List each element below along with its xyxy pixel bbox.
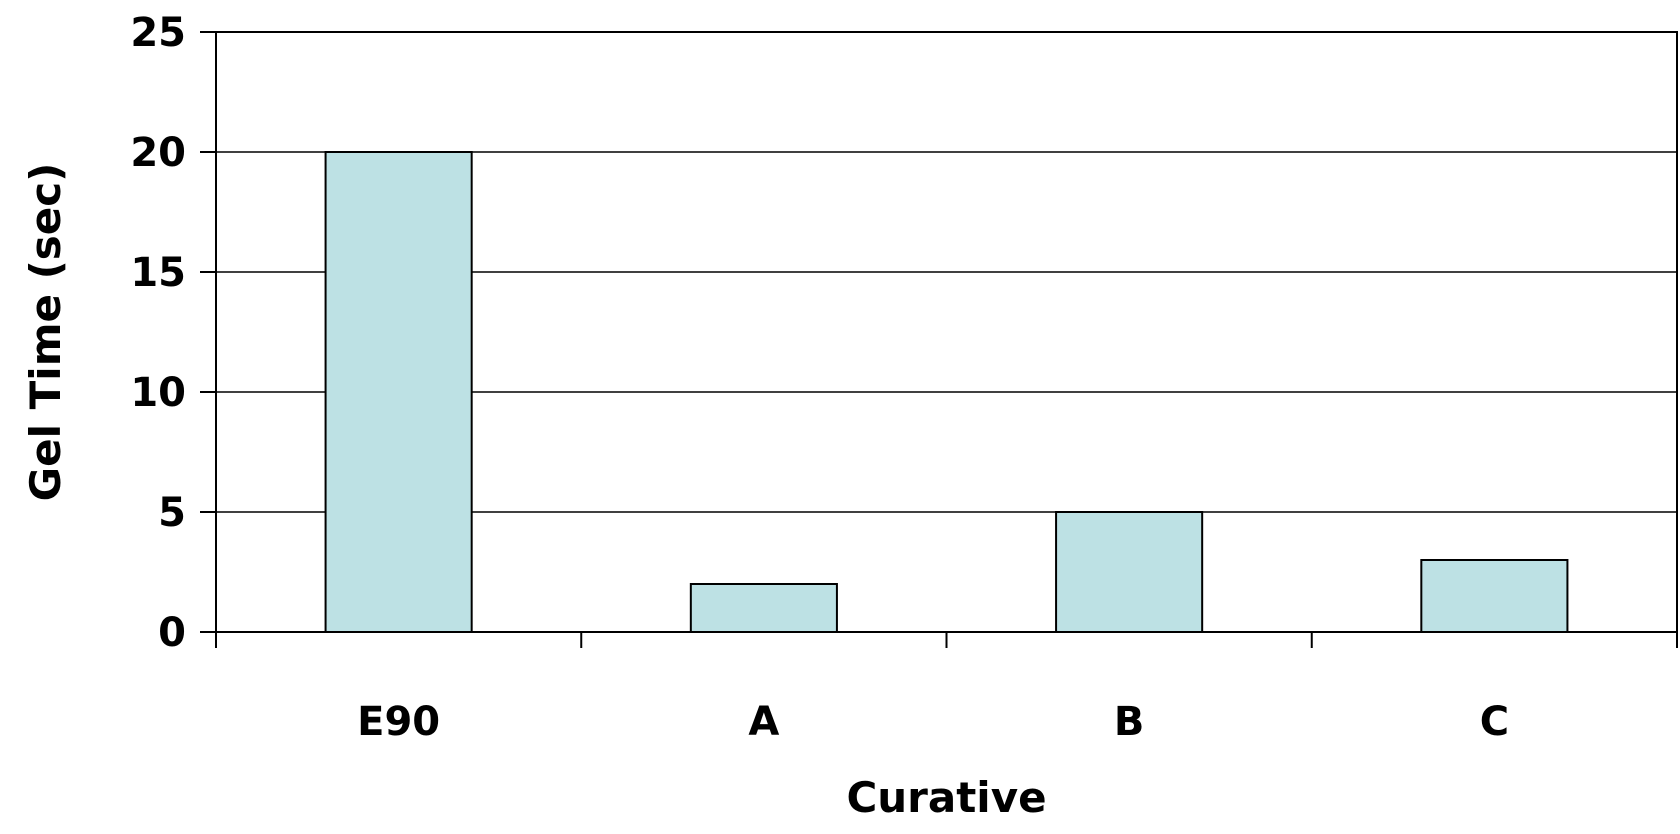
- y-tick-label: 20: [130, 130, 186, 176]
- x-axis-title: Curative: [846, 773, 1046, 822]
- y-tick-label: 5: [158, 490, 186, 536]
- y-tick-labels: 0 5 10 15 20 25: [130, 10, 186, 656]
- bars: [324, 151, 1569, 633]
- axes: [200, 31, 1678, 648]
- y-axis-title: Gel Time (sec): [21, 163, 70, 502]
- y-tick-label: 15: [130, 250, 186, 296]
- x-category-label: A: [748, 699, 779, 745]
- bar-b: [1055, 511, 1204, 633]
- x-category-labels: E90 A B C: [357, 699, 1509, 745]
- y-tick-label: 25: [130, 10, 186, 56]
- x-category-label: E90: [357, 699, 440, 745]
- bar-e90: [324, 151, 473, 633]
- bar-a: [689, 583, 838, 633]
- x-category-label: B: [1114, 699, 1145, 745]
- y-tick-label: 10: [130, 370, 186, 416]
- x-category-label: C: [1480, 699, 1509, 745]
- bar-c: [1420, 559, 1569, 633]
- y-tick-label: 0: [158, 610, 186, 656]
